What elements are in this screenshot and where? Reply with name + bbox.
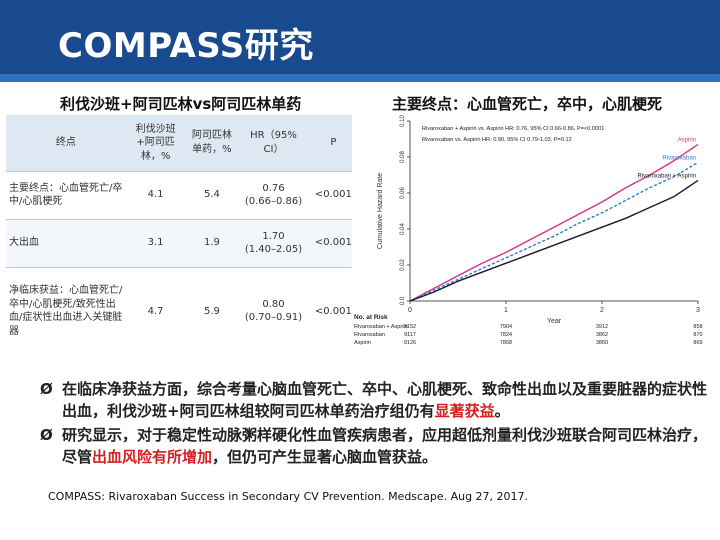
y-tick-label: 0.10 <box>400 115 406 127</box>
y-tick-label: 0.0 <box>400 296 406 305</box>
table-row: 大出血 3.1 1.9 1.70 (1.40–2.05) <0.001 <box>6 219 358 268</box>
hr-value: 1.70 <box>262 230 285 242</box>
slide-title: COMPASS研究 <box>58 26 314 66</box>
series-label: Rivaroxaban <box>662 155 696 161</box>
risk-value: 9152 <box>404 324 416 330</box>
bullet-item: Ø 研究显示，对于稳定性动脉粥样硬化性血管疾病患者，应用超低剂量利伐沙班联合阿司… <box>40 424 710 468</box>
table-row: 净临床获益：心血管死亡/卒中/心肌梗死/致死性出血/症状性出血进入关键脏器 4.… <box>6 267 358 355</box>
risk-value: 869 <box>693 340 702 346</box>
risk-value: 3860 <box>596 340 608 346</box>
y-tick-label: 0.02 <box>400 259 406 271</box>
risk-value: 3912 <box>596 324 608 330</box>
hr-cell: 0.80 (0.70–0.91) <box>238 267 309 355</box>
series-line <box>409 143 699 302</box>
endpoint-table: 终点 利伐沙班+阿司匹林，% 阿司匹林单药，% HR（95% CI） P 主要终… <box>6 115 358 355</box>
col-asp: 阿司匹林单药，% <box>185 115 239 171</box>
hr-annotation: Rivaroxaban vs. Aspirin HR: 0.90, 95% CI… <box>422 137 572 143</box>
endpoint-cell: 主要终点：心血管死亡/卒中/心肌梗死 <box>6 171 126 220</box>
series-line <box>409 179 699 302</box>
series-label: Rivaroxaban + Aspirin <box>637 173 696 179</box>
bullet-highlight: 显著获益 <box>434 402 495 420</box>
reference-citation: COMPASS: Rivaroxaban Success in Secondar… <box>48 490 529 503</box>
x-tick-label: 0 <box>408 307 412 314</box>
right-heading: 主要终点：心血管死亡，卒中，心肌梗死 <box>392 95 663 113</box>
bullet-list: Ø 在临床净获益方面，综合考量心脑血管死亡、卒中、心肌梗死、致命性出血以及重要脏… <box>40 378 710 470</box>
p-cell: <0.001 <box>308 267 358 355</box>
arrow-bullet-icon: Ø <box>40 380 53 398</box>
col-riva: 利伐沙班+阿司匹林，% <box>125 115 186 171</box>
risk-value: 3862 <box>596 332 608 338</box>
chart-background <box>352 113 714 356</box>
risk-row-label: Aspirin <box>354 340 371 346</box>
x-tick-label: 3 <box>696 307 700 314</box>
col-hr: HR（95% CI） <box>238 115 309 171</box>
km-curve-chart: 0.0 0.02 0.04 0.06 0.08 0.10 Cumulative Hazard… <box>352 113 714 356</box>
hr-annotation: Rivaroxaban + Aspirin vs. Aspirin HR: 0.… <box>422 126 604 132</box>
asp-cell: 5.9 <box>185 267 239 355</box>
risk-value: 870 <box>693 332 702 338</box>
hr-value: 0.76 <box>262 182 285 194</box>
x-tick-label: 2 <box>600 307 604 314</box>
p-cell: <0.001 <box>308 219 358 268</box>
title-bar-band <box>0 74 720 82</box>
riva-cell: 4.7 <box>125 267 186 355</box>
p-cell: <0.001 <box>308 171 358 220</box>
riva-cell: 4.1 <box>125 171 186 220</box>
left-heading: 利伐沙班+阿司匹林vs阿司匹林单药 <box>60 95 302 113</box>
series-line <box>409 161 699 302</box>
col-endpoint: 终点 <box>6 115 126 171</box>
table-row: 主要终点：心血管死亡/卒中/心肌梗死 4.1 5.4 0.76 (0.66–0.8… <box>6 171 358 220</box>
bullet-highlight: 出血风险有所增加 <box>92 448 213 466</box>
arrow-bullet-icon: Ø <box>40 426 53 444</box>
title-bar: COMPASS研究 <box>0 0 720 82</box>
bullet-text-end: ，但仍可产生显著心脑血管获益。 <box>212 448 438 466</box>
hr-cell: 1.70 (1.40–2.05) <box>238 219 309 268</box>
bullet-text-end: 。 <box>494 402 510 420</box>
y-tick-label: 0.08 <box>400 151 406 163</box>
x-tick-label: 1 <box>504 307 508 314</box>
hr-value: 0.80 <box>262 298 285 310</box>
risk-value: 9117 <box>404 332 416 338</box>
endpoint-cell: 大出血 <box>6 219 126 268</box>
risk-value: 7824 <box>500 332 512 338</box>
bullet-item: Ø 在临床净获益方面，综合考量心脑血管死亡、卒中、心肌梗死、致命性出血以及重要脏… <box>40 378 710 422</box>
ci-value: (1.40–2.05) <box>244 244 303 256</box>
ci-value: (0.70–0.91) <box>244 312 303 324</box>
risk-row-label: Rivaroxaban + Aspirin <box>354 324 408 330</box>
series-label: Aspirin <box>678 137 696 143</box>
y-tick-label: 0.04 <box>400 223 406 235</box>
riva-cell: 3.1 <box>125 219 186 268</box>
asp-cell: 5.4 <box>185 171 239 220</box>
endpoint-cell: 净临床获益：心血管死亡/卒中/心肌梗死/致死性出血/症状性出血进入关键脏器 <box>6 267 126 355</box>
y-axis-label: Cumulative Hazard Rate <box>377 173 384 249</box>
y-tick-label: 0.06 <box>400 187 406 199</box>
x-axis-label: Year <box>547 318 562 325</box>
risk-table-title: No. at Risk <box>354 314 388 321</box>
asp-cell: 1.9 <box>185 219 239 268</box>
col-p: P <box>308 115 358 171</box>
risk-row-label: Rivaroxaban <box>354 332 385 338</box>
risk-value: 7904 <box>500 324 512 330</box>
risk-value: 858 <box>693 324 702 330</box>
bullet-text: 在临床净获益方面，综合考量心脑血管死亡、卒中、心肌梗死、致命性出血以及重要脏器的… <box>62 380 708 420</box>
bullet-text: 研究显示，对于稳定性动脉粥样硬化性血管疾病患者，应用超低剂量利伐沙班联合阿司匹林… <box>62 426 708 466</box>
ci-value: (0.66–0.86) <box>244 196 303 208</box>
risk-value: 9126 <box>404 340 416 346</box>
risk-value: 7868 <box>500 340 512 346</box>
hr-cell: 0.76 (0.66–0.86) <box>238 171 309 220</box>
